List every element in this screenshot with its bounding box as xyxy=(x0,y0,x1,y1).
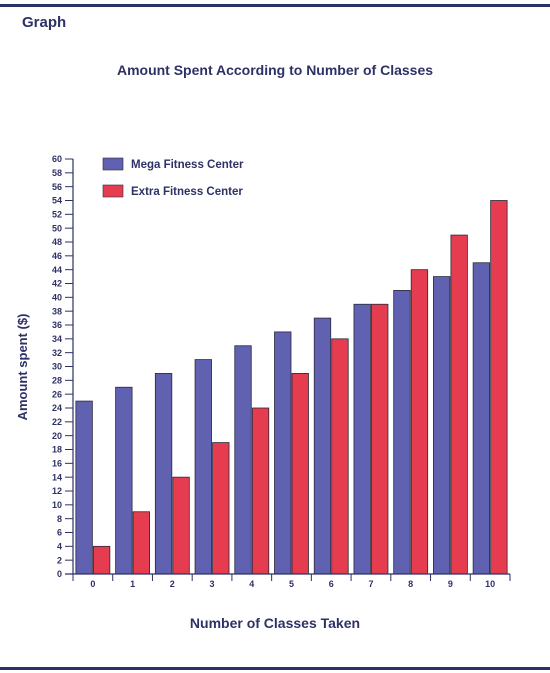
y-tick-label: 18 xyxy=(52,445,62,455)
bar-extra-3 xyxy=(212,442,230,575)
bar-mega-2 xyxy=(154,373,173,575)
y-tick-label: 46 xyxy=(52,251,62,261)
bar-extra-5 xyxy=(291,373,309,575)
x-tick-label: 1 xyxy=(130,579,135,589)
x-tick-label: 8 xyxy=(408,579,413,589)
bar-mega-5 xyxy=(274,331,292,575)
bar-extra-6 xyxy=(331,338,349,575)
top-rule xyxy=(0,4,550,7)
y-tick-label: 16 xyxy=(52,459,62,469)
y-tick-label: 8 xyxy=(57,514,62,524)
bar-mega-8 xyxy=(393,290,411,575)
y-tick-label: 0 xyxy=(57,569,62,579)
bars-group xyxy=(75,200,508,575)
y-tick-label: 32 xyxy=(52,348,62,358)
bar-extra-10 xyxy=(490,200,508,575)
bar-mega-0 xyxy=(75,400,93,575)
y-tick-label: 52 xyxy=(52,210,62,220)
y-axis: 0246810121416182022242628303234363840424… xyxy=(52,154,74,579)
y-tick-label: 20 xyxy=(52,431,62,441)
bar-extra-0 xyxy=(92,545,111,575)
bar-mega-7 xyxy=(353,303,371,575)
x-tick-label: 2 xyxy=(170,579,175,589)
y-tick-label: 42 xyxy=(52,279,62,289)
y-tick-label: 24 xyxy=(52,403,62,413)
legend-label-0: Mega Fitness Center xyxy=(131,159,244,171)
bar-mega-4 xyxy=(234,345,252,575)
y-tick-label: 50 xyxy=(52,223,62,233)
y-tick-label: 60 xyxy=(52,154,62,164)
y-tick-label: 12 xyxy=(52,486,62,496)
chart-title: Amount Spent According to Number of Clas… xyxy=(116,62,434,78)
y-tick-label: 26 xyxy=(52,389,62,399)
y-tick-label: 6 xyxy=(57,528,62,538)
bottom-rule xyxy=(0,667,550,670)
x-tick-label: 4 xyxy=(249,579,254,589)
x-tick-label: 9 xyxy=(448,579,453,589)
x-axis: 0 1 2 3 4 5 6 7 8 9 10 xyxy=(65,573,511,589)
y-axis-title: Amount spent ($) xyxy=(15,314,30,421)
y-tick-label: 38 xyxy=(52,306,62,316)
legend: Mega Fitness Center Extra Fitness Center xyxy=(102,157,244,198)
section-heading: Graph xyxy=(22,14,67,31)
y-tick-label: 58 xyxy=(52,168,62,178)
bar-extra-7 xyxy=(371,303,389,575)
bar-extra-1 xyxy=(132,511,150,575)
x-tick-label: 6 xyxy=(329,579,334,589)
x-tick-label: 5 xyxy=(289,579,294,589)
y-tick-label: 28 xyxy=(52,376,62,386)
y-tick-label: 54 xyxy=(52,196,62,206)
x-tick-label: 3 xyxy=(210,579,215,589)
y-tick-label: 44 xyxy=(52,265,62,275)
y-tick-label: 30 xyxy=(52,362,62,372)
x-tick-label: 10 xyxy=(485,579,495,589)
legend-swatch-1 xyxy=(102,184,124,198)
bar-mega-1 xyxy=(115,386,133,575)
bar-mega-10 xyxy=(472,262,491,575)
y-tick-label: 40 xyxy=(52,293,62,303)
bar-extra-4 xyxy=(251,407,270,575)
y-tick-label: 10 xyxy=(52,500,62,510)
x-tick-label: 7 xyxy=(368,579,373,589)
y-tick-label: 36 xyxy=(52,320,62,330)
y-tick-label: 4 xyxy=(57,542,62,552)
legend-swatch-0 xyxy=(102,157,124,171)
bar-mega-6 xyxy=(313,317,332,575)
bar-mega-9 xyxy=(433,276,451,575)
bar-extra-9 xyxy=(450,234,468,575)
y-tick-label: 56 xyxy=(52,182,62,192)
y-tick-label: 34 xyxy=(52,334,62,344)
bar-mega-3 xyxy=(194,359,212,575)
bar-extra-8 xyxy=(410,269,429,575)
x-tick-label: 0 xyxy=(90,579,95,589)
x-axis-title: Number of Classes Taken xyxy=(189,615,361,631)
bar-extra-2 xyxy=(172,476,190,575)
y-tick-label: 2 xyxy=(57,555,62,565)
legend-label-1: Extra Fitness Center xyxy=(131,186,243,198)
y-tick-label: 48 xyxy=(52,237,62,247)
y-tick-label: 22 xyxy=(52,417,62,427)
y-tick-label: 14 xyxy=(52,472,62,482)
